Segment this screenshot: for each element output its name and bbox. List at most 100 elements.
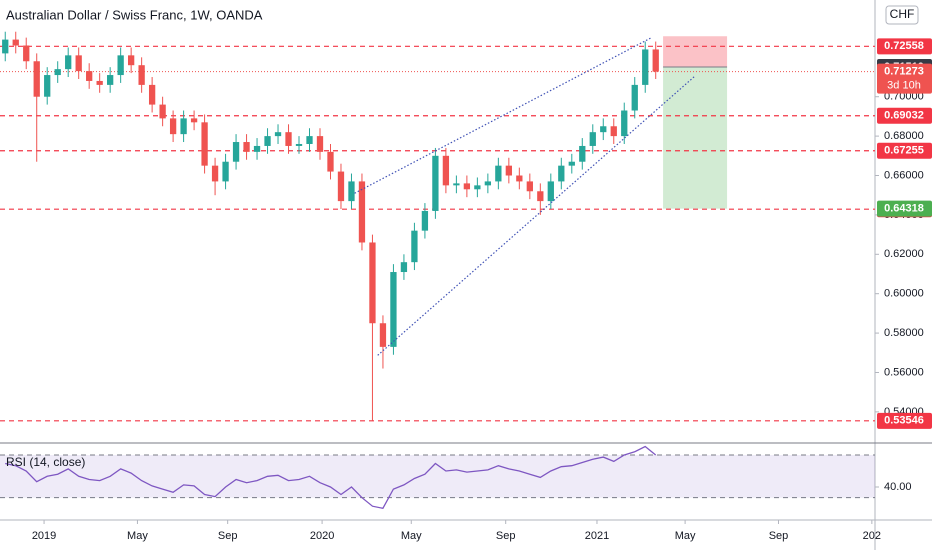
candle-body — [107, 75, 114, 85]
x-tick-label: 2021 — [585, 530, 609, 542]
candle-body — [44, 75, 51, 97]
currency-label: CHF — [890, 7, 915, 21]
candle-body — [442, 155, 450, 186]
candle-body — [316, 136, 324, 152]
candle-body — [96, 80, 103, 85]
candle-body — [306, 136, 313, 144]
level-badge-label: 0.53546 — [884, 415, 924, 427]
candle-body — [33, 61, 40, 97]
candle-body — [253, 145, 261, 152]
currency-badge — [885, 5, 919, 25]
candle-body — [274, 132, 282, 137]
x-tick-label: 2019 — [32, 530, 56, 542]
x-tick-label: May — [675, 530, 696, 542]
candle-body — [201, 122, 208, 166]
y-tick-label: 0.62000 — [884, 248, 924, 260]
candle-body — [411, 230, 418, 263]
stop-zone — [663, 36, 728, 67]
candle-body — [358, 181, 366, 243]
candle-body — [568, 161, 575, 166]
candle-body — [379, 323, 387, 347]
candle-body — [600, 126, 607, 133]
trendline — [377, 75, 695, 356]
candle-body — [211, 165, 219, 182]
candle-body — [159, 104, 166, 119]
x-tick-label: 202 — [863, 530, 881, 542]
candle-body — [369, 242, 376, 324]
target-badge — [877, 200, 932, 217]
x-tick-label: Sep — [769, 530, 789, 542]
rsi-band — [0, 454, 875, 498]
x-tick-label: May — [401, 530, 422, 542]
candle-body — [432, 155, 439, 211]
candle-body — [516, 175, 523, 182]
candle-body — [453, 183, 460, 186]
candle-body — [65, 55, 72, 70]
x-tick-label: Sep — [218, 530, 238, 542]
candle-body — [484, 181, 492, 186]
candle-body — [589, 132, 596, 146]
candle-body — [526, 181, 533, 192]
rsi-title: RSI (14, close) — [6, 455, 85, 469]
level-badge — [877, 142, 932, 159]
candle-body — [12, 39, 19, 46]
x-tick-label: Sep — [496, 530, 516, 542]
candle-body — [264, 136, 271, 146]
level-badge-label: 0.72558 — [884, 40, 924, 52]
candle-body — [285, 132, 292, 146]
level-badge-label: 0.67255 — [884, 145, 924, 157]
candle-body — [495, 165, 502, 182]
candle-body — [474, 185, 481, 190]
candle-body — [180, 118, 187, 135]
candle-body — [75, 55, 82, 72]
candle-body — [421, 210, 429, 231]
level-badge — [877, 107, 932, 124]
candle-body — [621, 110, 628, 137]
y-tick-label: 0.68000 — [884, 130, 924, 142]
candle-body — [54, 69, 61, 76]
candle-body — [400, 262, 408, 273]
candle-body — [138, 65, 145, 85]
candle-body — [222, 161, 229, 182]
last-price-label: 0.71273 — [884, 66, 924, 78]
candle-body — [327, 151, 334, 172]
candle-body — [463, 183, 471, 190]
level-badge — [877, 38, 932, 55]
target-badge-label: 0.64318 — [884, 203, 924, 215]
candle-body — [127, 55, 135, 66]
y-tick-label: 0.58000 — [884, 327, 924, 339]
level-badge-label: 0.69032 — [884, 110, 924, 122]
candle-body — [610, 126, 617, 137]
candle-body — [117, 55, 124, 76]
level-badge — [877, 412, 932, 429]
y-tick-label: 40.00 — [884, 481, 912, 493]
candle-body — [148, 84, 156, 105]
y-tick-label: 0.60000 — [884, 288, 924, 300]
candle-body — [505, 165, 512, 176]
y-tick-label: 0.56000 — [884, 366, 924, 378]
x-tick-label: May — [127, 530, 148, 542]
candle-body — [547, 181, 554, 202]
y-tick-label: 0.66000 — [884, 169, 924, 181]
candle-body — [86, 71, 93, 81]
candle-body — [243, 142, 250, 152]
candle-body — [169, 118, 177, 135]
candle-body — [558, 165, 565, 182]
countdown-label: 3d 10h — [887, 80, 921, 92]
candle-body — [631, 84, 638, 111]
candle-body — [348, 181, 355, 202]
x-tick-label: 2020 — [310, 530, 334, 542]
candle-body — [232, 142, 240, 162]
candle-body — [390, 272, 397, 347]
last-price-badge — [877, 63, 932, 94]
target-zone — [663, 66, 728, 209]
candle-body — [642, 49, 649, 85]
candle-body — [23, 45, 30, 62]
candle-body — [652, 49, 659, 72]
candle-body — [537, 191, 544, 202]
candle-body — [2, 39, 9, 54]
chart-title: Australian Dollar / Swiss Franc, 1W, OAN… — [6, 7, 263, 22]
rsi-line — [5, 445, 657, 510]
candle-body — [295, 143, 303, 146]
